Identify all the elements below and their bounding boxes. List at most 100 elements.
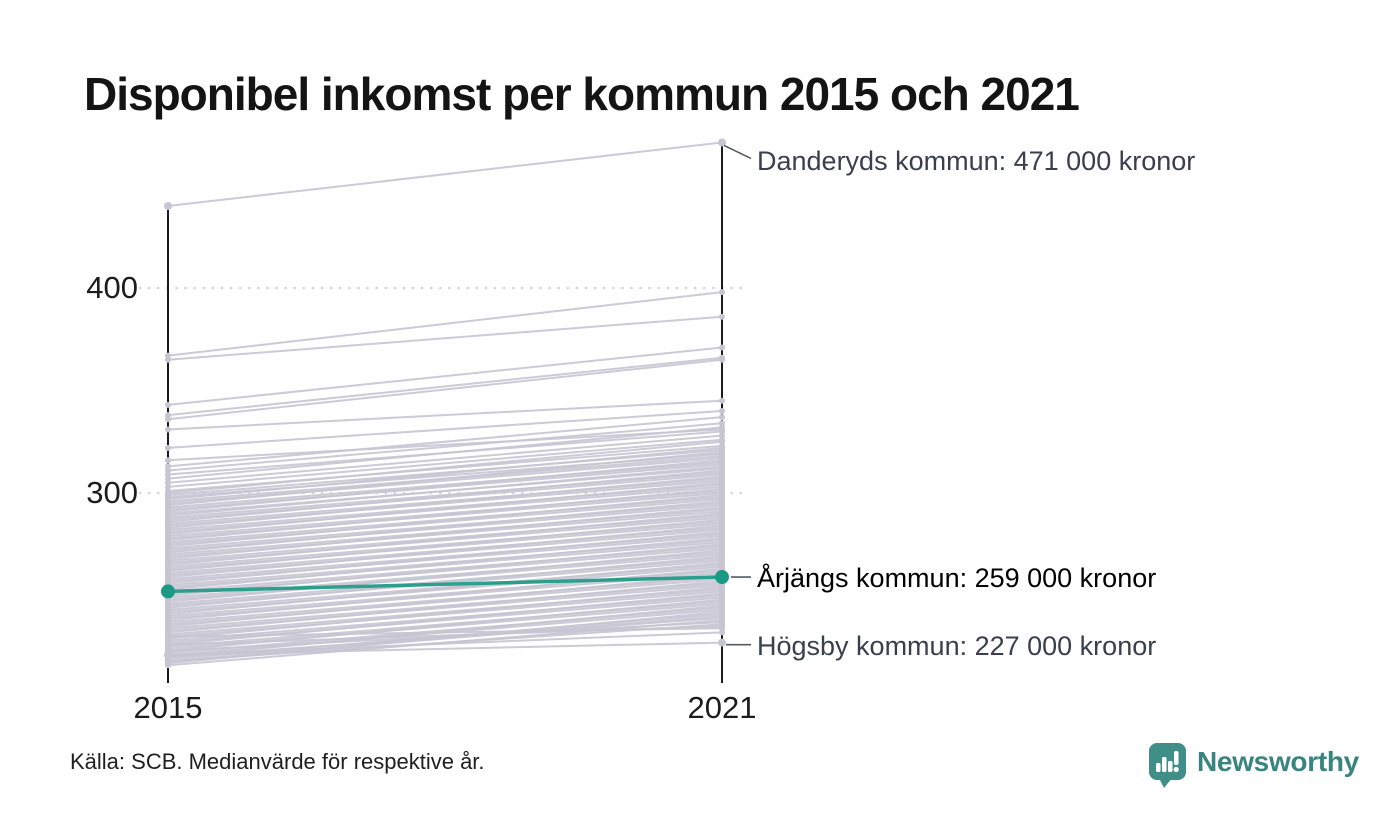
endpoint-dot	[161, 584, 175, 599]
endpoint-dot	[719, 625, 725, 632]
municipality-line	[167, 528, 723, 576]
municipality-line	[167, 469, 723, 523]
municipality-line	[167, 547, 723, 595]
municipality-line	[167, 557, 723, 605]
endpoint-dot	[719, 424, 725, 431]
municipality-line	[167, 539, 723, 587]
endpoint-dot	[719, 615, 725, 622]
endpoint-dot	[719, 449, 725, 455]
endpoint-dot	[165, 641, 171, 648]
endpoint-dot	[165, 356, 171, 363]
municipality-line	[167, 291, 723, 357]
municipality-line	[167, 576, 723, 624]
connector-danderyd	[723, 144, 752, 160]
municipality-line	[167, 582, 723, 630]
municipality-line	[167, 426, 723, 480]
x-axis-label-2015: 2015	[133, 690, 203, 725]
municipality-line	[167, 530, 723, 585]
municipality-line	[167, 545, 723, 593]
municipality-line	[167, 555, 723, 609]
annotation-hogsby: Högsby kommun: 227 000 kronor	[757, 630, 1157, 661]
chart-title: Disponibel inkomst per kommun 2015 och 2…	[84, 68, 1080, 120]
annotation-danderyd: Danderyds kommun: 471 000 kronor	[757, 146, 1196, 177]
endpoint-dot	[715, 570, 729, 585]
endpoint-dot	[719, 356, 725, 363]
endpoint-dot	[164, 650, 172, 659]
endpoint-dot	[719, 516, 725, 523]
endpoint-dot	[719, 498, 725, 505]
endpoint-dot	[719, 313, 725, 320]
endpoint-dot	[165, 633, 171, 640]
municipality-line	[167, 520, 723, 568]
municipality-line	[167, 416, 723, 468]
municipality-line	[167, 498, 723, 546]
endpoint-dot	[719, 467, 725, 474]
municipality-line	[167, 627, 723, 638]
municipality-line	[167, 438, 723, 488]
endpoint-dot	[719, 492, 725, 499]
municipality-line	[167, 471, 723, 519]
municipality-line	[167, 500, 723, 554]
newsworthy-wordmark: Newsworthy	[1197, 746, 1359, 777]
municipality-line	[167, 512, 723, 566]
municipality-line	[167, 422, 723, 472]
municipality-line	[167, 475, 723, 529]
endpoint-dot	[719, 432, 725, 439]
endpoint-dot	[718, 638, 726, 647]
endpoint-dot	[718, 138, 726, 147]
endpoint-dot	[719, 522, 725, 529]
municipality-line	[167, 506, 723, 560]
municipality-line	[167, 504, 723, 552]
endpoint-dot	[165, 467, 171, 474]
endpoint-dot	[165, 471, 171, 478]
endpoint-dot	[719, 408, 725, 414]
municipality-line	[167, 451, 723, 507]
municipality-line	[167, 141, 723, 207]
municipality-line	[167, 578, 723, 626]
municipality-line	[167, 358, 723, 421]
endpoint-dot	[719, 619, 725, 626]
annotation-arjang: Årjängs kommun: 259 000 kronor	[757, 563, 1157, 594]
endpoint-dot	[719, 535, 725, 542]
endpoint-dot	[164, 202, 172, 210]
endpoint-dot	[719, 479, 725, 486]
endpoint-dot	[165, 479, 171, 486]
municipality-line	[167, 549, 723, 603]
municipality-line	[167, 434, 723, 484]
endpoint-dot	[719, 457, 725, 464]
endpoint-dot	[719, 547, 725, 554]
municipality-line	[167, 526, 723, 574]
x-axis-label-2021: 2021	[687, 690, 757, 725]
endpoint-dot	[165, 463, 171, 470]
municipality-line	[167, 594, 723, 642]
municipality-line	[167, 410, 723, 449]
endpoint-dot	[719, 510, 725, 517]
municipality-line	[167, 621, 723, 652]
municipality-line	[167, 518, 723, 572]
municipality-line	[167, 535, 723, 583]
municipality-line	[167, 524, 723, 579]
endpoint-dot	[719, 473, 725, 480]
endpoint-dot	[719, 428, 725, 435]
municipality-line	[167, 496, 723, 544]
endpoint-dot	[719, 397, 725, 404]
municipality-line	[167, 483, 723, 531]
endpoint-dot	[165, 658, 171, 665]
municipality-line	[167, 600, 723, 648]
municipality-line	[167, 315, 723, 361]
municipality-line	[167, 537, 723, 591]
municipality-line	[167, 543, 723, 597]
endpoint-dot	[719, 420, 725, 427]
endpoint-dot	[719, 590, 725, 597]
endpoint-dot	[719, 629, 725, 636]
municipality-line	[167, 473, 723, 521]
endpoint-dot	[165, 483, 171, 490]
endpoint-dot	[165, 416, 171, 423]
endpoint-dot	[165, 426, 171, 433]
endpoint-dot	[719, 438, 725, 445]
endpoint-dot	[719, 485, 725, 492]
municipality-line	[167, 461, 723, 509]
municipality-line	[167, 575, 723, 594]
